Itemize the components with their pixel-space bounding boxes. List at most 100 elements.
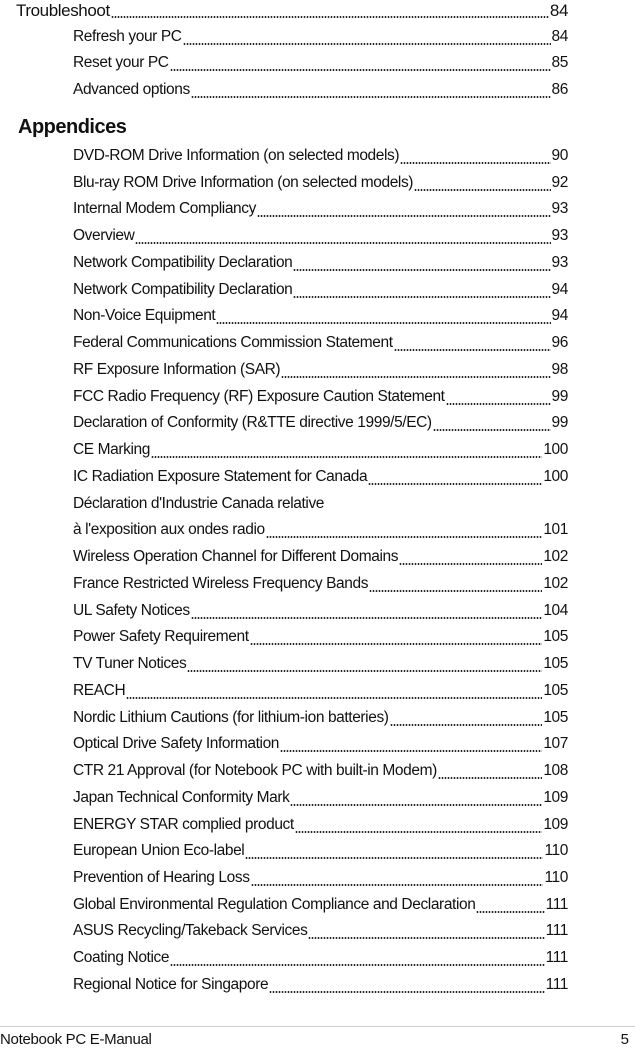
toc-entry[interactable]: à l'exposition aux ondes radio 101	[73, 521, 568, 543]
toc-entry-title: Coating Notice	[73, 949, 170, 967]
dot-leader	[190, 96, 551, 98]
toc-entry[interactable]: TV Tuner Notices 105	[73, 655, 568, 677]
dot-leader	[399, 563, 543, 566]
toc-entry[interactable]: REACH 105	[73, 682, 568, 704]
dot-leader	[216, 322, 551, 325]
toc-entry-title: ENERGY STAR complied product	[73, 815, 294, 833]
toc-entry[interactable]: Troubleshoot 84	[16, 1, 568, 23]
toc-entry-page: 109	[543, 815, 568, 833]
dot-leader	[169, 69, 551, 71]
toc-entry-title: Blu-ray ROM Drive Information (on select…	[73, 173, 414, 191]
toc-entry[interactable]: Optical Drive Safety Information 107	[73, 735, 568, 757]
toc-entry[interactable]: Japan Technical Conformity Mark 109	[73, 789, 568, 811]
toc-entry-title: IC Radiation Exposure Statement for Cana…	[73, 467, 368, 485]
toc-entry-title: UL Safety Notices	[73, 601, 190, 619]
toc-entry-title: Declaration of Conformity (R&TTE directi…	[73, 414, 432, 432]
toc-entry[interactable]: Internal Modem Compliancy 93	[73, 200, 568, 222]
toc-entry[interactable]: Coating Notice 111	[73, 949, 568, 971]
dot-leader	[325, 510, 567, 512]
dot-leader	[368, 482, 543, 485]
footer-page-number: 5	[620, 1031, 629, 1048]
toc-entry-title: Regional Notice for Singapore	[73, 975, 269, 993]
toc-entry[interactable]: Regional Notice for Singapore 111	[73, 976, 568, 998]
toc-entry[interactable]: UL Safety Notices 104	[73, 602, 568, 624]
dot-leader	[293, 295, 551, 298]
toc-entry[interactable]: ASUS Recycling/Takeback Services 111	[73, 922, 568, 944]
toc-entry[interactable]: Refresh your PC 84	[73, 28, 568, 50]
toc-entry-title: REACH	[73, 681, 126, 699]
toc-entry-page: 109	[543, 788, 568, 806]
toc-entry[interactable]: Prevention of Hearing Loss 110	[73, 869, 568, 891]
toc-entry-page: 100	[543, 441, 568, 459]
toc-entry[interactable]: Federal Communications Commission Statem…	[73, 334, 568, 356]
toc-entry[interactable]: Wireless Operation Channel for Different…	[73, 548, 568, 570]
toc-entry-page: 108	[543, 762, 568, 780]
toc-entry-title: European Union Eco-label	[73, 842, 245, 860]
toc-entry[interactable]: Network Compatibility Declaration 93	[73, 254, 568, 276]
toc-entry-page: 105	[543, 708, 568, 726]
toc-entry[interactable]: CE Marking 100	[73, 441, 568, 463]
toc-entry-page: 102	[543, 548, 568, 566]
toc-entry[interactable]: Reset your PC 85	[73, 54, 568, 76]
toc-entry-title: Federal Communications Commission Statem…	[73, 334, 393, 352]
dot-leader	[445, 402, 551, 405]
toc-entry[interactable]: Nordic Lithium Cautions (for lithium-ion…	[73, 709, 568, 731]
toc-entry[interactable]: Déclaration d'Industrie Canada relative	[73, 495, 568, 517]
toc-entry-title: TV Tuner Notices	[73, 655, 187, 673]
toc-entry[interactable]: Power Safety Requirement 105	[73, 628, 568, 650]
dot-leader	[182, 43, 551, 45]
toc-entry-title: Network Compatibility Declaration	[73, 280, 293, 298]
dot-leader	[389, 723, 543, 726]
dot-leader	[393, 349, 551, 352]
toc-entry-title: ASUS Recycling/Takeback Services	[73, 922, 308, 940]
toc-entry-page: 85	[551, 54, 569, 71]
toc-entry-title: CTR 21 Approval (for Notebook PC with bu…	[73, 762, 437, 780]
toc-entry-title: Overview	[73, 227, 135, 245]
dot-leader	[281, 375, 551, 378]
toc-entry[interactable]: CTR 21 Approval (for Notebook PC with bu…	[73, 762, 568, 784]
dot-leader	[187, 670, 543, 673]
toc-entry[interactable]: Blu-ray ROM Drive Information (on select…	[73, 174, 568, 196]
toc-entry-page: 111	[545, 949, 569, 967]
toc-entry[interactable]: Overview 93	[73, 227, 568, 249]
dot-leader	[250, 883, 544, 886]
toc-entry[interactable]: DVD-ROM Drive Information (on selected m…	[73, 147, 568, 169]
toc-entry-title: Wireless Operation Channel for Different…	[73, 548, 399, 566]
toc-entry[interactable]: Advanced options 86	[73, 81, 568, 103]
toc-entry-page: 99	[551, 414, 569, 432]
toc-entry-title: RF Exposure Information (SAR)	[73, 360, 281, 378]
footer-title: Notebook PC E-Manual	[0, 1031, 152, 1048]
toc-entry[interactable]: RF Exposure Information (SAR) 98	[73, 361, 568, 383]
toc-entry-page: 93	[551, 253, 569, 271]
dot-leader	[265, 536, 543, 539]
toc-entry-title: France Restricted Wireless Frequency Ban…	[73, 574, 369, 592]
toc-entry[interactable]: Non-Voice Equipment 94	[73, 307, 568, 329]
appendices-heading: Appendices	[18, 116, 127, 138]
toc-entry[interactable]: Network Compatibility Declaration 94	[73, 281, 568, 303]
toc-entry-page: 96	[551, 334, 569, 352]
toc-entry-page: 93	[551, 227, 569, 245]
dot-leader	[269, 990, 545, 993]
dot-leader	[369, 589, 543, 592]
toc-entry[interactable]: European Union Eco-label 110	[73, 842, 568, 864]
dot-leader	[135, 242, 551, 245]
dot-leader	[256, 215, 551, 218]
toc-entry-page: 94	[551, 280, 569, 298]
toc-entry-page: 105	[543, 628, 568, 646]
toc-entry[interactable]: ENERGY STAR complied product 109	[73, 816, 568, 838]
dot-leader	[432, 429, 551, 432]
toc-entry-title: Nordic Lithium Cautions (for lithium-ion…	[73, 708, 389, 726]
toc-entry-page: 104	[543, 601, 568, 619]
toc-entry-title: Déclaration d'Industrie Canada relative	[73, 494, 325, 512]
toc-entry[interactable]: Declaration of Conformity (R&TTE directi…	[73, 414, 568, 436]
toc-entry-page: 99	[551, 387, 569, 405]
toc-entry[interactable]: Global Environmental Regulation Complian…	[73, 896, 568, 918]
toc-entry-page: 84	[551, 28, 569, 45]
toc-entry-page: 110	[544, 868, 568, 886]
dot-leader	[293, 268, 551, 271]
dot-leader	[437, 777, 543, 780]
toc-entry[interactable]: IC Radiation Exposure Statement for Cana…	[73, 468, 568, 490]
toc-entry-title: Japan Technical Conformity Mark	[73, 788, 290, 806]
toc-entry[interactable]: FCC Radio Frequency (RF) Exposure Cautio…	[73, 388, 568, 410]
toc-entry[interactable]: France Restricted Wireless Frequency Ban…	[73, 575, 568, 597]
